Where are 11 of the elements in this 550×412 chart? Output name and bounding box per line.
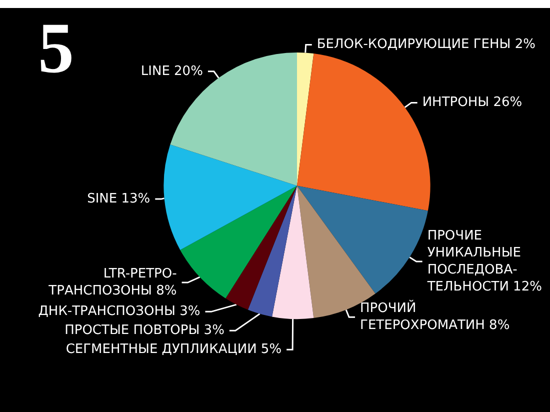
text: 5 [38,8,74,88]
slice-label: SINE 13% [87,192,150,207]
slice-label: БЕЛОК-КОДИРУЮЩИЕ ГЕНЫ 2% [316,37,536,52]
slice-label: ПРОЧИЕ УНИКАЛЬНЫЕ ПОСЛЕДОВА- ТЕЛЬНОСТИ 12% [426,228,542,294]
slice-label: ПРОЧИЙ ГЕТЕРОХРОМАТИН 8% [360,299,510,334]
slice-label: ИНТРОНЫ 26% [422,95,522,110]
slice-label: LINE 20% [140,64,203,79]
slice-label: СЕГМЕНТНЫЕ ДУПЛИКАЦИИ 5% [66,342,282,358]
slice-label: ДНК-ТРАНСПОЗОНЫ 3% [38,304,200,320]
slice-label: ПРОСТЫЕ ПОВТОРЫ 3% [64,323,224,338]
slice-label: LTR-РЕТРО- ТРАНСПОЗОНЫ 8% [48,266,178,298]
